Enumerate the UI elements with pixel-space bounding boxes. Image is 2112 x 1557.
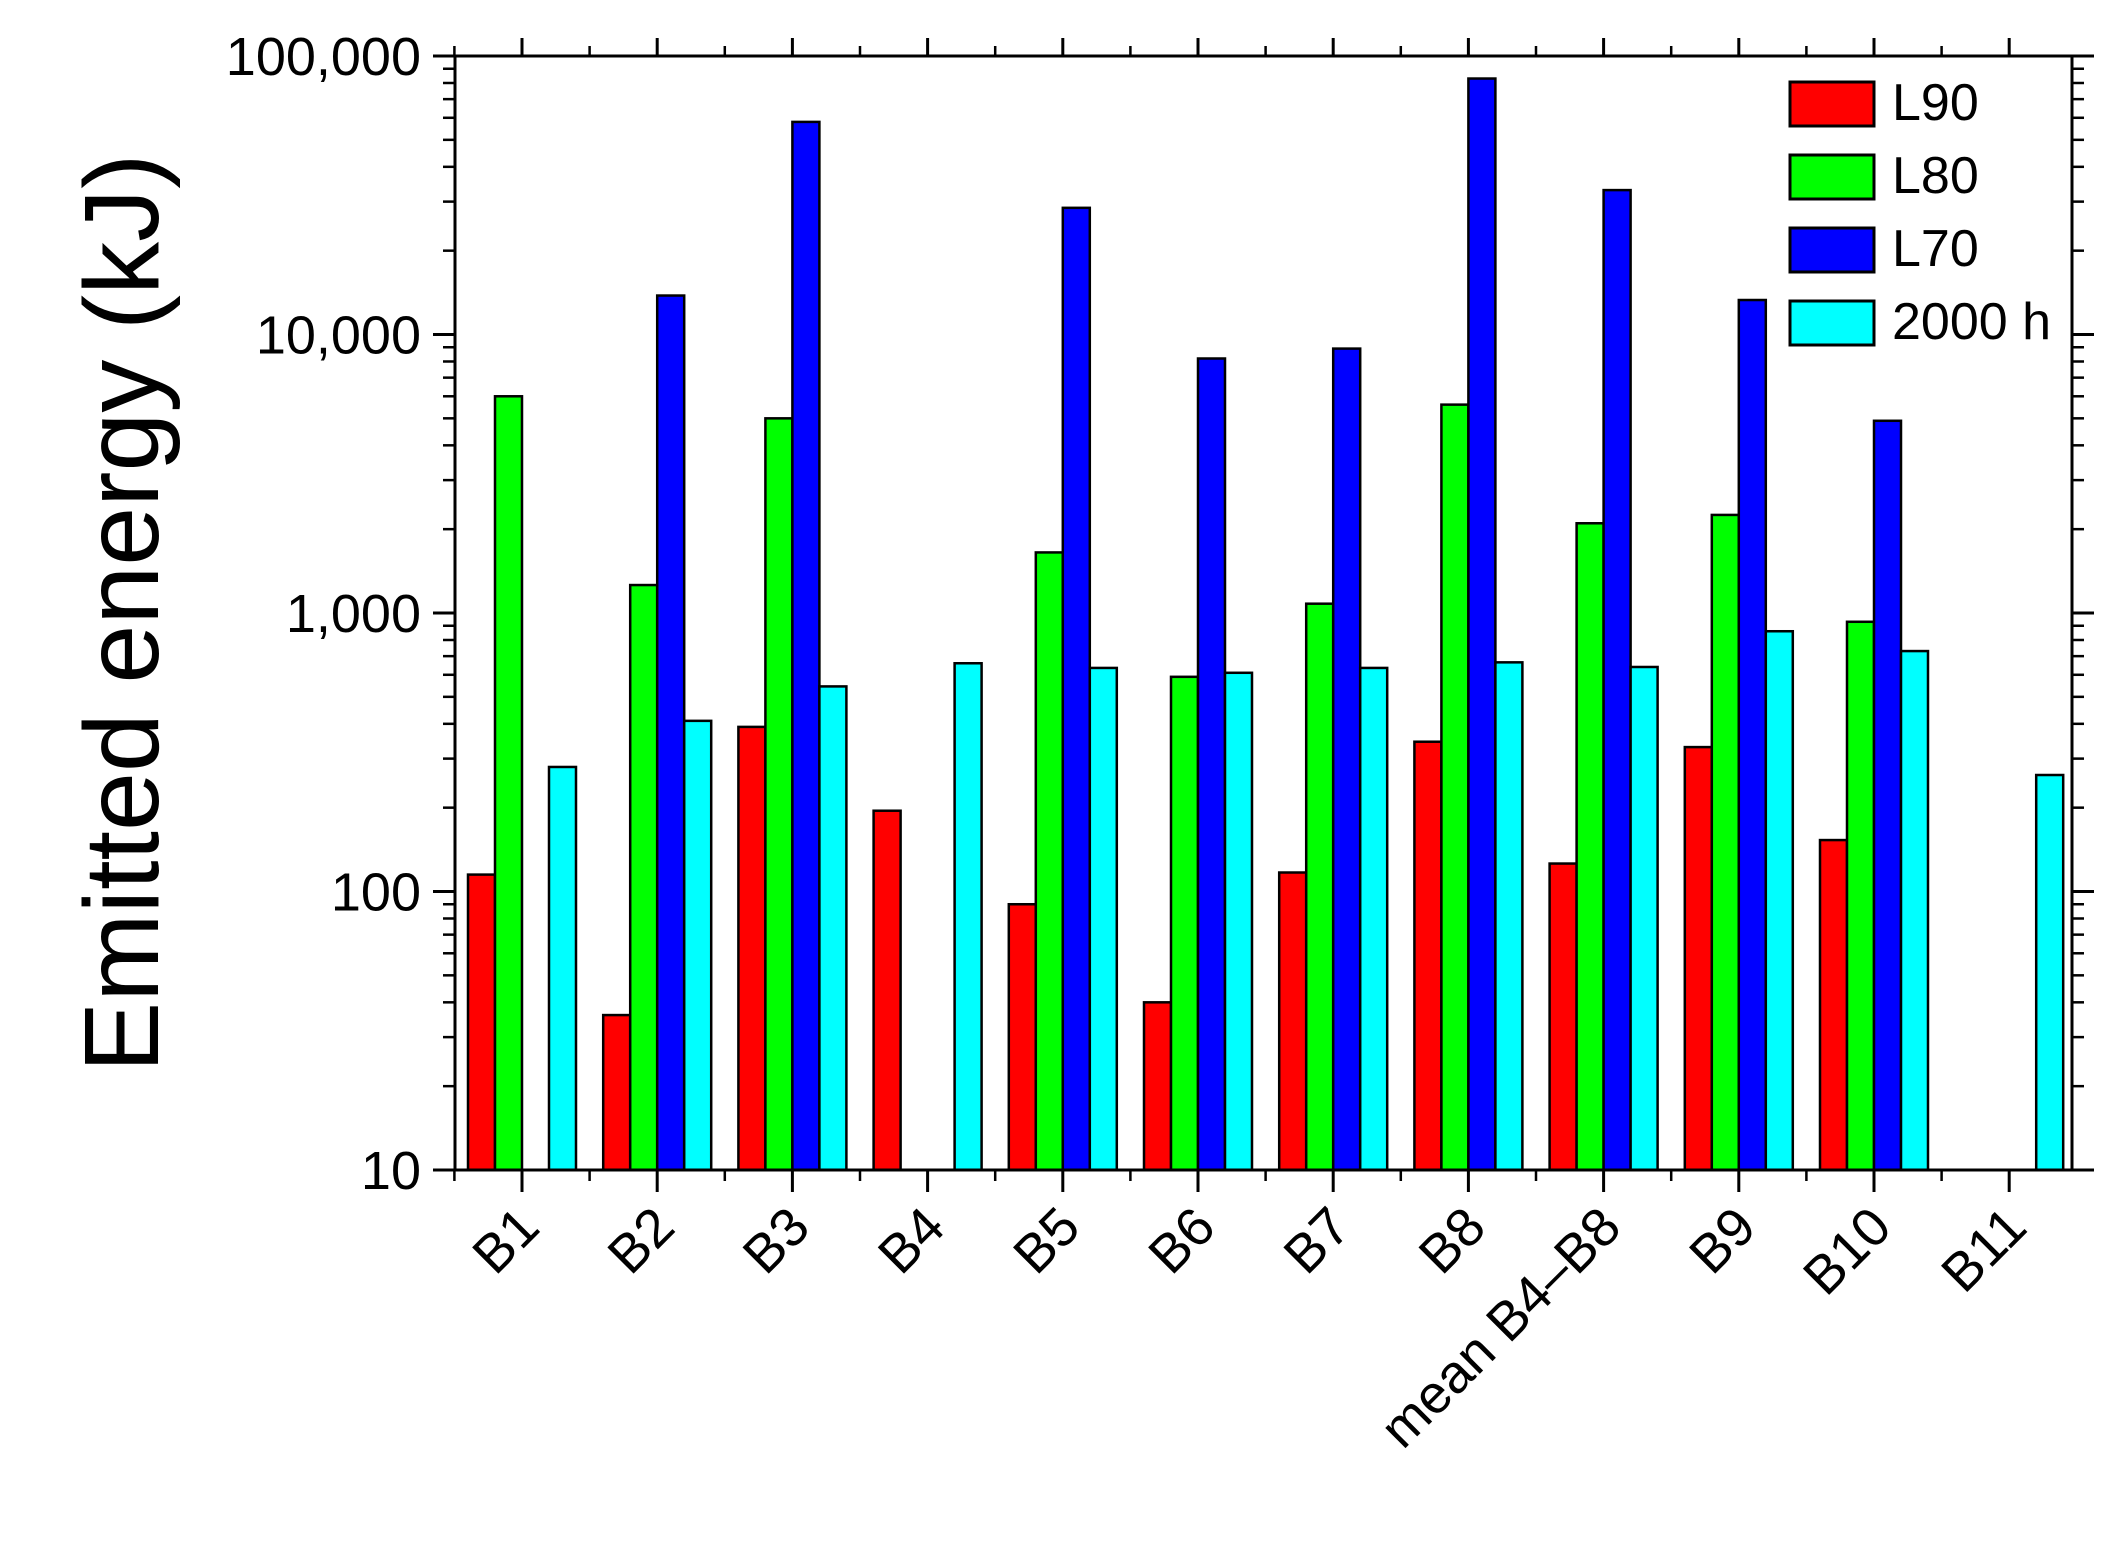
bar-2000-h-7 [1494,661,1524,1172]
bar-2000-h-11 [2034,773,2065,1172]
bar-2000-h-4 [1088,666,1119,1172]
y-axis-title: Emitted energy (kJ) [63,154,181,1073]
bar-l80-4 [1034,551,1065,1172]
bar-2000-h-5 [1223,671,1254,1172]
bar-2000-h-8 [1629,665,1659,1172]
x-tick-label: B11 [1930,1196,2038,1304]
y-tick-label: 10,000 [256,306,421,366]
bar-l80-7 [1440,403,1470,1172]
bar-l80-1 [628,583,659,1172]
bar-l90-8 [1548,862,1578,1172]
legend-label: 2000 h [1892,293,2051,351]
y-tick-label: 1,000 [286,584,421,644]
y-axis-ticks: 10 100 1,000 10,000 100,000 [226,27,2094,1201]
legend-label: L80 [1892,147,1979,205]
bar-l80-6 [1304,602,1335,1172]
bar-l70-4 [1061,206,1092,1172]
y-tick-label: 100,000 [226,27,421,87]
bar-l80-9 [1710,513,1741,1172]
bar-l90-10 [1818,838,1849,1172]
bar-l90-1 [601,1013,632,1172]
bar-2000-h-10 [1899,649,1930,1172]
legend-swatch-2000-h [1788,299,1876,347]
bar-l70-10 [1872,419,1903,1172]
x-tick-label: B5 [1002,1196,1091,1285]
bar-2000-h-6 [1358,666,1389,1172]
bar-l80-2 [764,417,794,1172]
x-tick-label: mean B4–B8 [1369,1196,1632,1459]
bar-2000-h-9 [1764,629,1795,1172]
bar-l80-0 [493,395,524,1172]
bar-l80-10 [1845,620,1876,1172]
legend: L90 L80 L70 2000 h [1788,74,2051,351]
x-tick-label: B10 [1792,1196,1902,1306]
bars-layer [466,77,2065,1172]
bar-l90-3 [872,809,902,1172]
bar-l80-5 [1169,675,1200,1172]
bar-l70-8 [1602,188,1632,1172]
bar-l70-5 [1196,357,1227,1172]
bar-l90-5 [1142,1001,1173,1172]
legend-swatch-l90 [1788,80,1876,128]
x-tick-label: B3 [732,1196,821,1285]
bar-2000-h-1 [682,719,713,1172]
bar-l90-7 [1413,740,1443,1172]
bar-l70-1 [655,294,686,1172]
bar-l70-2 [791,120,821,1172]
bar-l70-6 [1331,347,1362,1172]
bar-l90-6 [1277,871,1308,1172]
bar-2000-h-0 [547,765,578,1172]
bar-2000-h-2 [818,685,848,1172]
x-tick-label: B8 [1408,1196,1497,1285]
legend-label: L90 [1892,74,1979,132]
x-tick-label: B9 [1678,1196,1767,1285]
x-tick-label: B1 [461,1196,550,1285]
bar-2000-h-3 [953,662,983,1172]
y-tick-label: 10 [361,1141,421,1201]
bar-l70-7 [1467,77,1497,1172]
x-tick-label: B6 [1137,1196,1226,1285]
bar-l70-9 [1737,298,1768,1172]
legend-swatch-l80 [1788,153,1876,201]
bar-l90-2 [737,725,767,1172]
x-tick-label: B4 [867,1196,956,1285]
bar-l90-9 [1683,745,1714,1172]
bar-l90-4 [1007,902,1038,1172]
legend-swatch-l70 [1788,226,1876,274]
x-tick-label: B7 [1273,1196,1362,1285]
bar-l90-0 [466,873,497,1172]
bar-l80-8 [1575,522,1605,1172]
y-tick-label: 100 [331,863,421,923]
legend-label: L70 [1892,220,1979,278]
x-tick-label: B2 [597,1196,686,1285]
